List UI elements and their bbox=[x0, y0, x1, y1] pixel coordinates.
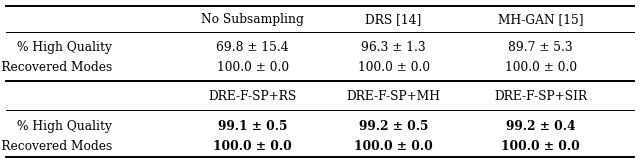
Text: % Recovered Modes: % Recovered Modes bbox=[0, 140, 112, 153]
Text: 69.8 ± 15.4: 69.8 ± 15.4 bbox=[216, 41, 289, 54]
Text: % Recovered Modes: % Recovered Modes bbox=[0, 61, 112, 74]
Text: 100.0 ± 0.0: 100.0 ± 0.0 bbox=[501, 140, 580, 153]
Text: % High Quality: % High Quality bbox=[17, 120, 112, 133]
Text: DRE-F-SP+MH: DRE-F-SP+MH bbox=[347, 90, 440, 103]
Text: 99.2 ± 0.5: 99.2 ± 0.5 bbox=[359, 120, 428, 133]
Text: 100.0 ± 0.0: 100.0 ± 0.0 bbox=[217, 61, 289, 74]
Text: 100.0 ± 0.0: 100.0 ± 0.0 bbox=[505, 61, 577, 74]
Text: MH-GAN [15]: MH-GAN [15] bbox=[498, 13, 584, 26]
Text: No Subsampling: No Subsampling bbox=[202, 13, 304, 26]
Text: 100.0 ± 0.0: 100.0 ± 0.0 bbox=[358, 61, 429, 74]
Text: % High Quality: % High Quality bbox=[17, 41, 112, 54]
Text: 99.2 ± 0.4: 99.2 ± 0.4 bbox=[506, 120, 575, 133]
Text: DRE-F-SP+SIR: DRE-F-SP+SIR bbox=[494, 90, 588, 103]
Text: 99.1 ± 0.5: 99.1 ± 0.5 bbox=[218, 120, 287, 133]
Text: DRS [14]: DRS [14] bbox=[365, 13, 422, 26]
Text: DRE-F-SP+RS: DRE-F-SP+RS bbox=[209, 90, 297, 103]
Text: 96.3 ± 1.3: 96.3 ± 1.3 bbox=[362, 41, 426, 54]
Text: 100.0 ± 0.0: 100.0 ± 0.0 bbox=[213, 140, 292, 153]
Text: 100.0 ± 0.0: 100.0 ± 0.0 bbox=[354, 140, 433, 153]
Text: 89.7 ± 5.3: 89.7 ± 5.3 bbox=[509, 41, 573, 54]
